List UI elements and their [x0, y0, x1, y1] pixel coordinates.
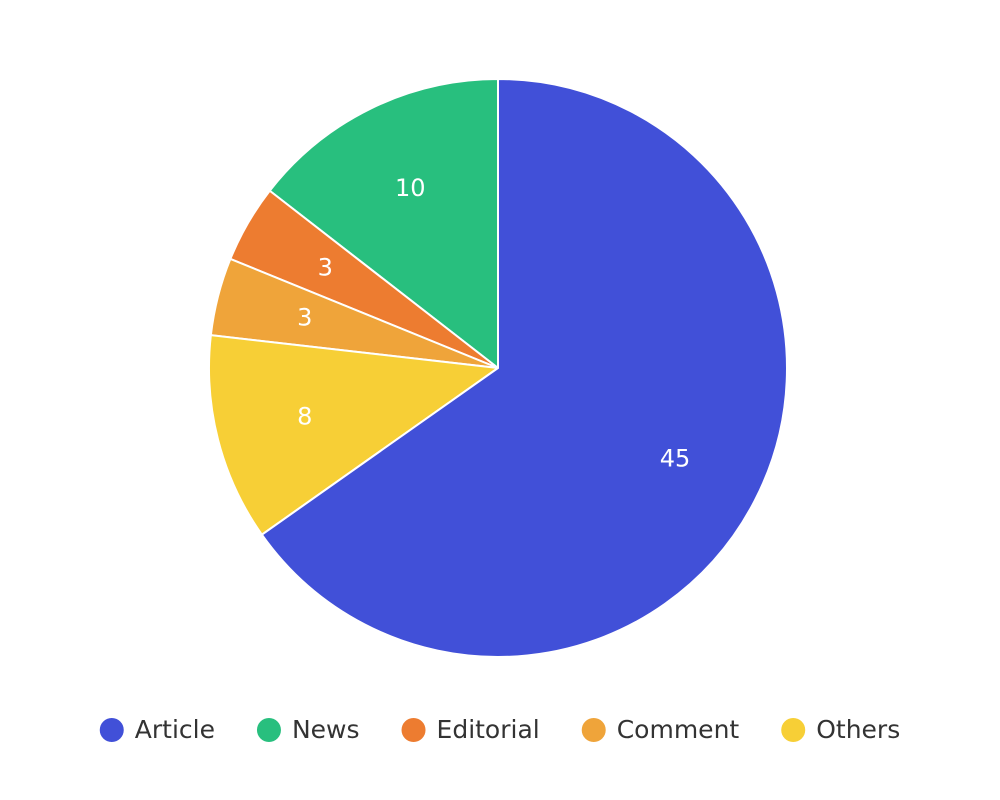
legend-marker — [256, 718, 281, 742]
legend-marker — [99, 718, 124, 742]
legend-label: News — [292, 715, 360, 744]
legend-label: Article — [135, 715, 215, 744]
legend-label: Comment — [617, 715, 740, 744]
data-label: 8 — [297, 402, 312, 430]
pie-slice — [208, 334, 501, 537]
legend-label: Others — [816, 715, 900, 744]
legend-marker — [781, 718, 806, 742]
data-label: 3 — [297, 304, 312, 332]
legend-label: Editorial — [437, 715, 540, 744]
data-label: 45 — [660, 445, 691, 473]
legend-marker — [581, 718, 606, 742]
data-label: 3 — [318, 253, 333, 281]
data-label: 10 — [395, 174, 426, 202]
legend-marker — [401, 718, 426, 742]
pie: 10 33 8 45 — [208, 77, 788, 658]
pie-slice — [260, 77, 788, 658]
pie-slice — [268, 77, 499, 371]
legend: Article News Editorial Comment Others — [99, 715, 900, 744]
